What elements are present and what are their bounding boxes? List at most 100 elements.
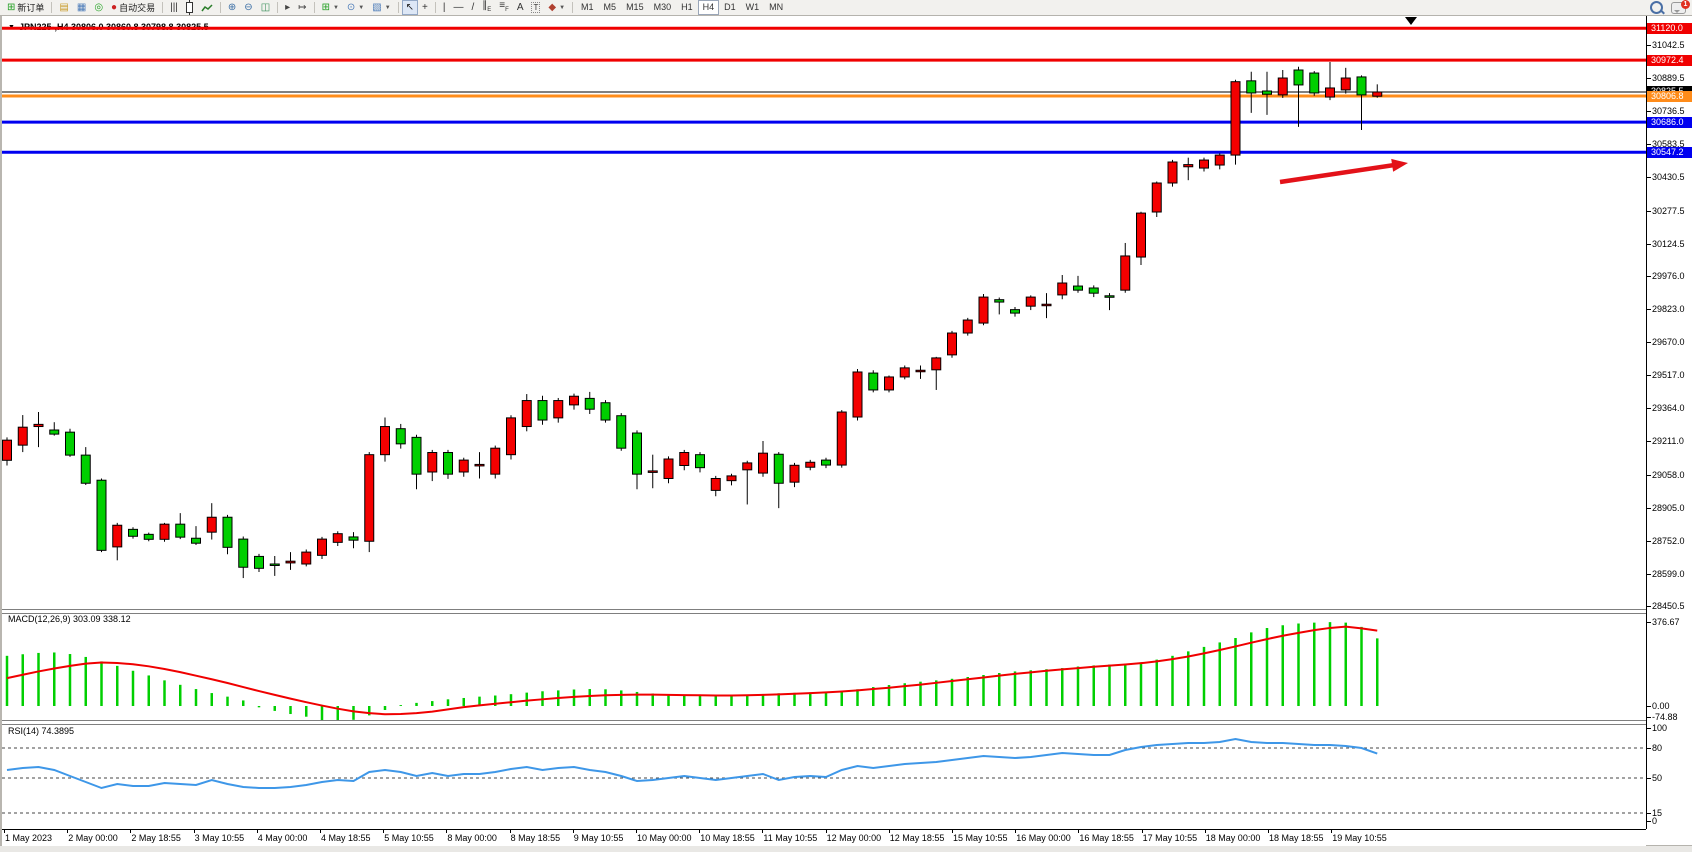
candlestick-chart-button[interactable]: [182, 0, 197, 15]
date-tick-label: 5 May 10:55: [384, 833, 434, 843]
notification-badge: 1: [1681, 0, 1690, 9]
pane-separator-rsi[interactable]: [0, 720, 1692, 725]
toolbar-separator: [51, 2, 53, 13]
timeframe-button-h4[interactable]: H4: [697, 0, 720, 15]
rsi-axis-label: 0: [1652, 816, 1658, 826]
rsi-label: RSI(14) 74.3895: [8, 726, 75, 736]
rsi-axis-label: 50: [1652, 773, 1663, 783]
timeframe-button-d1[interactable]: D1: [724, 2, 736, 12]
timeframe-button-w1[interactable]: W1: [745, 2, 760, 12]
chevron-down-icon[interactable]: ▼: [8, 23, 15, 31]
indicators-button[interactable]: ⊞ ▼: [318, 0, 343, 15]
zoom-in-button[interactable]: ⊕: [224, 0, 240, 15]
timeframe-button-m5[interactable]: M5: [603, 2, 617, 12]
timeframe-button-m30[interactable]: M30: [653, 2, 672, 12]
vertical-line-button[interactable]: |: [439, 0, 450, 15]
dropdown-arrow-icon: ▼: [332, 4, 339, 11]
date-tick-label: 16 May 00:00: [1016, 833, 1071, 843]
timeframe-button-mn[interactable]: MN: [769, 2, 784, 12]
fibonacci-button[interactable]: ≡F: [495, 0, 513, 15]
text-button[interactable]: A: [513, 0, 528, 15]
trendline-button[interactable]: /: [468, 0, 479, 15]
price-tick-label: 28905.0: [1652, 502, 1685, 513]
date-tick: [320, 830, 321, 833]
rsi-line: [6, 737, 1378, 790]
macd-axis-label: 0.00: [1652, 701, 1670, 711]
periods-button[interactable]: ⊙ ▼: [343, 0, 368, 15]
auto-arrange-icon: ▸: [285, 2, 291, 13]
pane-separator-macd[interactable]: [0, 609, 1692, 614]
equidistant-channel-icon: ∥E: [482, 0, 492, 13]
axis-tick: [1647, 275, 1651, 277]
toolbar: ⊞ 新订单 ▤ ▦ ◎ ● 自动交易 ||| ⊕ ⊖ ◫ ▸ ↦ ⊞ ▼ ⊙ ▼ ▧ ▼ ↖ + | — / ∥E ≡F A T ◆ ▼ …: [0, 0, 1692, 16]
new-order-button-label: 新订单: [17, 3, 45, 13]
arrow-annotation[interactable]: [1279, 162, 1399, 185]
shapes-button[interactable]: ◆ ▼: [544, 0, 569, 15]
candles-layer[interactable]: [2, 61, 1383, 579]
axis-tick: [1647, 441, 1651, 443]
rsi-axis-label: 100: [1652, 723, 1668, 733]
price-tick-label: 28752.0: [1652, 535, 1685, 546]
autotrading-icon: ●: [111, 2, 118, 13]
cursor-button[interactable]: ↖: [401, 0, 419, 15]
macd-histogram: [5, 622, 1379, 720]
price-tick-label: 29364.0: [1652, 403, 1685, 414]
crosshair-icon: +: [422, 2, 428, 13]
timeframe-button-h1[interactable]: H1: [681, 2, 693, 12]
price-tick-label: 29517.0: [1652, 370, 1685, 381]
toolbar-separator: [434, 2, 436, 13]
profiles-button[interactable]: ▤: [55, 0, 72, 15]
price-tick-label: 28450.5: [1652, 601, 1685, 612]
toolbar-separator: [162, 2, 164, 13]
horizontal-line-button[interactable]: —: [450, 0, 468, 15]
date-tick: [1331, 830, 1333, 833]
date-tick-label: 15 May 10:55: [953, 833, 1008, 843]
scrollbar-strip[interactable]: [0, 845, 1692, 852]
crosshair-button[interactable]: +: [418, 0, 432, 15]
axis-tick: [1647, 748, 1651, 749]
price-tick-label: 30277.5: [1652, 205, 1685, 216]
signals-icon: ◎: [94, 2, 104, 13]
arrow-annotation-head[interactable]: [1391, 158, 1408, 172]
date-tick-label: 16 May 18:55: [1079, 833, 1134, 843]
zoom-out-button[interactable]: ⊖: [240, 0, 256, 15]
date-tick: [762, 830, 764, 833]
signals-button[interactable]: ◎: [90, 0, 107, 15]
axis-tick: [1647, 243, 1651, 245]
new-order-button[interactable]: ⊞ 新订单: [3, 0, 48, 15]
dropdown-arrow-icon: ▼: [559, 4, 566, 11]
axis-tick: [1647, 706, 1651, 707]
price-level-badge: 30972.4: [1647, 54, 1692, 66]
line-chart-icon: [201, 3, 213, 11]
autotrading-button[interactable]: ● 自动交易: [107, 0, 159, 15]
auto-arrange-button[interactable]: ▸: [281, 0, 294, 15]
date-tick: [4, 830, 5, 833]
line-chart-button[interactable]: [197, 0, 217, 15]
charts-button[interactable]: ▦: [73, 0, 90, 15]
price-tick-label: 30889.5: [1652, 73, 1685, 84]
timeframe-button-m1[interactable]: M1: [581, 2, 594, 12]
chart-shift-button[interactable]: ↦: [294, 0, 310, 15]
price-level-badge: 30686.0: [1647, 116, 1692, 128]
search-icon[interactable]: [1650, 1, 1663, 14]
horizontal-line-icon: —: [453, 2, 464, 13]
bar-chart-button[interactable]: |||: [166, 0, 182, 15]
rsi-axis-label: 80: [1652, 743, 1663, 753]
toolbar-separator: [572, 2, 574, 13]
date-tick-label: 19 May 10:55: [1332, 833, 1387, 843]
date-tick: [446, 830, 448, 833]
text-label-button[interactable]: T: [527, 0, 544, 15]
price-tick-label: 29976.0: [1652, 270, 1685, 281]
macd-label: MACD(12,26,9) 303.09 338.12: [8, 614, 131, 624]
equidistant-channel-button[interactable]: ∥E: [478, 0, 495, 15]
tile-windows-button[interactable]: ◫: [257, 0, 274, 15]
date-tick-label: 8 May 00:00: [447, 833, 497, 843]
rsi-axis-label: 15: [1652, 808, 1663, 818]
templates-button[interactable]: ▧ ▼: [368, 0, 394, 15]
vertical-line-icon: |: [442, 2, 446, 13]
date-tick-label: 1 May 2023: [5, 833, 53, 843]
toolbar-separator: [277, 2, 279, 13]
timeframe-button-m15[interactable]: M15: [626, 2, 644, 12]
chat-icon[interactable]: 1: [1671, 0, 1690, 14]
date-tick-label: 12 May 00:00: [826, 833, 882, 843]
